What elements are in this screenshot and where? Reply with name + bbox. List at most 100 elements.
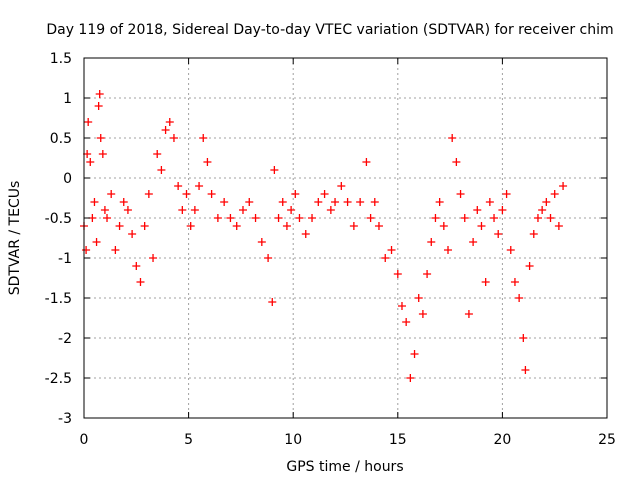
data-point xyxy=(538,206,547,214)
data-point xyxy=(96,134,105,142)
x-tick-label: 10 xyxy=(284,432,302,448)
data-point xyxy=(186,222,195,230)
y-tick-label: -3 xyxy=(58,411,72,427)
data-point xyxy=(423,270,432,278)
y-tick-label: -2 xyxy=(58,331,72,347)
y-tick-label: -1.5 xyxy=(45,291,72,307)
data-point xyxy=(515,294,524,302)
data-point xyxy=(393,270,402,278)
data-point xyxy=(337,182,346,190)
data-point xyxy=(136,278,145,286)
data-point xyxy=(203,158,212,166)
data-point xyxy=(95,90,104,98)
data-point xyxy=(410,350,419,358)
data-point xyxy=(431,214,440,222)
data-point xyxy=(226,214,235,222)
data-point xyxy=(107,190,116,198)
y-tick-label: 0 xyxy=(63,171,72,187)
data-point xyxy=(397,302,406,310)
data-point xyxy=(103,214,112,222)
x-tick-label: 15 xyxy=(389,432,407,448)
data-point xyxy=(100,206,109,214)
data-point xyxy=(182,190,191,198)
data-point xyxy=(506,246,515,254)
data-point xyxy=(554,222,563,230)
data-point xyxy=(268,298,277,306)
data-point xyxy=(494,230,503,238)
data-point xyxy=(132,262,141,270)
x-tick-label: 5 xyxy=(184,432,193,448)
data-point xyxy=(542,198,551,206)
data-point xyxy=(245,198,254,206)
data-point xyxy=(144,190,153,198)
x-tick-label: 20 xyxy=(493,432,511,448)
data-point xyxy=(331,198,340,206)
data-point xyxy=(452,158,461,166)
data-point xyxy=(274,214,283,222)
data-point xyxy=(165,118,174,126)
data-point xyxy=(251,214,260,222)
y-ticks: 1.5 1 0.5 0 -0.5 -1 -1.5 -2 -2.5 -3 xyxy=(45,51,607,427)
data-points xyxy=(80,90,568,382)
data-point xyxy=(456,190,465,198)
data-point xyxy=(115,222,124,230)
data-point xyxy=(374,222,383,230)
data-point xyxy=(435,198,444,206)
data-point xyxy=(469,238,478,246)
data-point xyxy=(490,214,499,222)
data-point xyxy=(157,166,166,174)
data-point xyxy=(464,310,473,318)
data-point xyxy=(257,238,266,246)
data-point xyxy=(238,206,247,214)
data-point xyxy=(502,190,511,198)
y-tick-label: 1.5 xyxy=(50,51,72,67)
data-point xyxy=(444,246,453,254)
data-point xyxy=(213,214,222,222)
data-point xyxy=(140,222,149,230)
data-point xyxy=(381,254,390,262)
y-tick-label: 1 xyxy=(63,91,72,107)
y-tick-label: -0.5 xyxy=(45,211,72,227)
y-tick-label: 0.5 xyxy=(50,131,72,147)
data-point xyxy=(282,222,291,230)
data-point xyxy=(82,246,91,254)
data-point xyxy=(86,158,95,166)
data-point xyxy=(546,214,555,222)
data-point xyxy=(190,206,199,214)
data-point xyxy=(510,278,519,286)
grid xyxy=(84,58,607,418)
y-tick-label: -2.5 xyxy=(45,371,72,387)
data-point xyxy=(199,134,208,142)
data-point xyxy=(414,294,423,302)
data-point xyxy=(485,198,494,206)
data-point xyxy=(92,238,101,246)
x-axis-label: GPS time / hours xyxy=(286,459,403,475)
y-tick-label: -1 xyxy=(58,251,72,267)
data-point xyxy=(370,198,379,206)
data-point xyxy=(287,206,296,214)
data-point xyxy=(473,206,482,214)
data-point xyxy=(84,118,93,126)
data-point xyxy=(481,278,490,286)
data-point xyxy=(111,246,120,254)
data-point xyxy=(207,190,216,198)
data-point xyxy=(418,310,427,318)
data-point xyxy=(387,246,396,254)
y-axis-label: SDTVAR / TECUs xyxy=(7,181,23,296)
data-point xyxy=(326,206,335,214)
data-point xyxy=(439,222,448,230)
data-point xyxy=(498,206,507,214)
data-point xyxy=(153,150,162,158)
data-point xyxy=(232,222,241,230)
x-tick-label: 0 xyxy=(80,432,89,448)
data-point xyxy=(264,254,273,262)
data-point xyxy=(477,222,486,230)
data-point xyxy=(94,102,103,110)
data-point xyxy=(519,334,528,342)
data-point xyxy=(90,198,99,206)
x-tick-label: 25 xyxy=(598,432,616,448)
data-point xyxy=(220,198,229,206)
data-point xyxy=(301,230,310,238)
data-point xyxy=(314,198,323,206)
data-point xyxy=(278,198,287,206)
